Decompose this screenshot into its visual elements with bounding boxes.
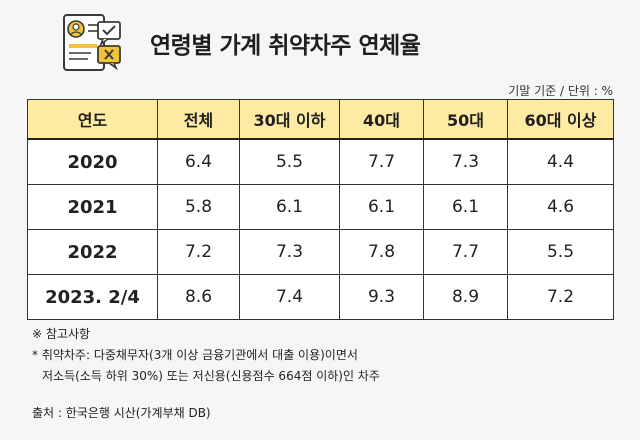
notes-section: ※ 참고사항 * 취약차주: 다중채무자(3개 이상 금융기관에서 대출 이용)… (32, 324, 380, 387)
year-cell: 2022 (27, 229, 158, 275)
table-row: 2023. 2/4 8.6 7.4 9.3 8.9 7.2 (27, 274, 614, 320)
notes-heading: ※ 참고사항 (32, 327, 91, 341)
table-row: 2020 6.4 5.5 7.7 7.3 4.4 (27, 138, 614, 185)
table-row: 2021 5.8 6.1 6.1 6.1 4.6 (27, 184, 614, 230)
column-header: 40대 (339, 99, 424, 140)
source-note: 출처 : 한국은행 시산(가계부채 DB) (32, 406, 211, 420)
value-cell: 7.7 (423, 229, 508, 275)
value-cell: 5.8 (157, 184, 240, 230)
value-cell: 6.1 (339, 184, 424, 230)
x-speech-bubble-icon (97, 45, 121, 71)
value-cell: 7.8 (339, 229, 424, 275)
value-cell: 7.2 (157, 229, 240, 275)
year-cell: 2020 (27, 138, 158, 185)
value-cell: 7.7 (339, 138, 424, 185)
column-header: 60대 이상 (507, 99, 614, 140)
unit-label: 기말 기준 / 단위 : % (508, 84, 613, 98)
document-profile-icon (63, 14, 121, 71)
column-header: 전체 (157, 99, 240, 140)
notes-line: * 취약차주: 다중채무자(3개 이상 금융기관에서 대출 이용)이면서 (32, 348, 358, 362)
value-cell: 5.5 (239, 138, 340, 185)
value-cell: 6.1 (423, 184, 508, 230)
year-cell: 2021 (27, 184, 158, 230)
year-cell: 2023. 2/4 (27, 274, 158, 320)
value-cell: 4.6 (507, 184, 614, 230)
value-cell: 9.3 (339, 274, 424, 320)
column-header: 50대 (423, 99, 508, 140)
value-cell: 7.3 (239, 229, 340, 275)
value-cell: 7.4 (239, 274, 340, 320)
notes-line: 저소득(소득 하위 30%) 또는 저신용(신용점수 664점 이하)인 차주 (42, 369, 380, 383)
value-cell: 8.9 (423, 274, 508, 320)
value-cell: 7.2 (507, 274, 614, 320)
value-cell: 7.3 (423, 138, 508, 185)
column-header: 연도 (27, 99, 158, 140)
value-cell: 5.5 (507, 229, 614, 275)
column-header: 30대 이하 (239, 99, 340, 140)
value-cell: 6.1 (239, 184, 340, 230)
value-cell: 8.6 (157, 274, 240, 320)
value-cell: 4.4 (507, 138, 614, 185)
table-row: 2022 7.2 7.3 7.8 7.7 5.5 (27, 229, 614, 275)
page-title: 연령별 가계 취약차주 연체율 (150, 33, 421, 59)
delinquency-table: 연도 전체 30대 이하 40대 50대 60대 이상 2020 6.4 5.5… (27, 99, 614, 320)
table-header-row: 연도 전체 30대 이하 40대 50대 60대 이상 (27, 99, 614, 140)
check-speech-bubble-icon (97, 21, 121, 47)
value-cell: 6.4 (157, 138, 240, 185)
